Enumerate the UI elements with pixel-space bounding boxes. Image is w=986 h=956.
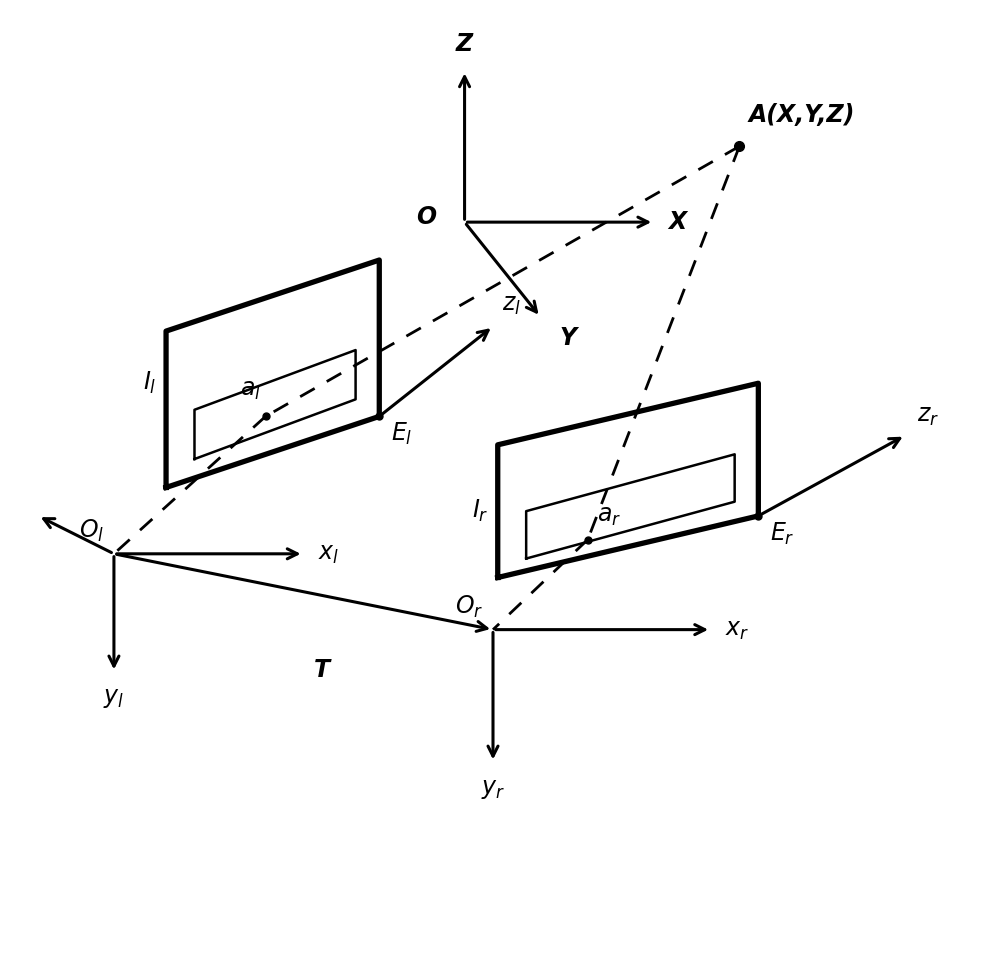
Text: T: T [315,658,330,682]
Text: $I_r$: $I_r$ [471,498,488,524]
Text: $O_r$: $O_r$ [456,594,483,620]
Text: $E_r$: $E_r$ [770,521,795,547]
Text: $x_l$: $x_l$ [317,542,339,566]
Text: $a_l$: $a_l$ [240,379,261,402]
Text: A(X,Y,Z): A(X,Y,Z) [749,103,855,127]
Text: $x_r$: $x_r$ [725,618,749,641]
Text: $z_l$: $z_l$ [503,293,522,316]
Text: $y_r$: $y_r$ [481,776,505,800]
Text: $y_l$: $y_l$ [104,686,124,710]
Text: $I_l$: $I_l$ [143,370,157,397]
Text: X: X [669,210,686,234]
Text: Z: Z [456,33,473,56]
Text: $a_r$: $a_r$ [598,504,621,529]
Text: O: O [416,206,436,229]
Text: Y: Y [559,326,577,350]
Text: $z_r$: $z_r$ [917,403,939,427]
Text: $E_l$: $E_l$ [390,422,412,447]
Text: $O_l$: $O_l$ [79,518,105,544]
